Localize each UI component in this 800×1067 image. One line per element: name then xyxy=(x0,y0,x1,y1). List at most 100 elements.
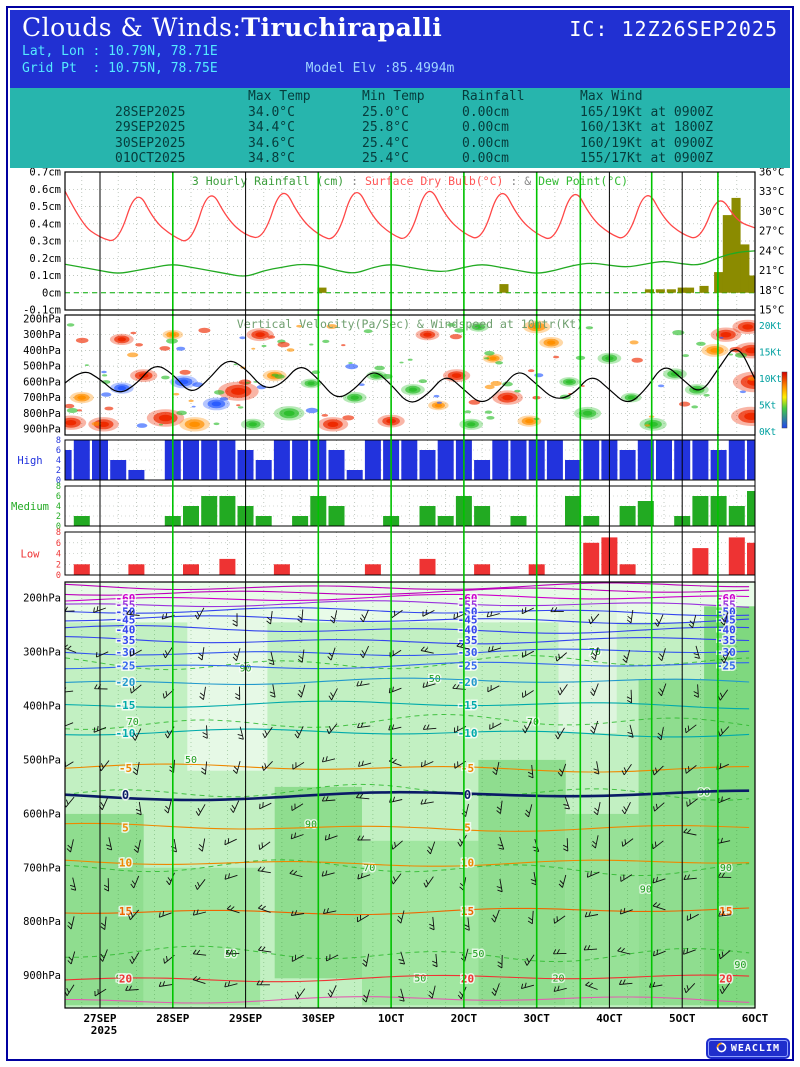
svg-text:0.1cm: 0.1cm xyxy=(29,270,61,282)
cell-max-wind: 155/17Kt at 0900Z xyxy=(580,151,714,167)
cell-rainfall: 0.00cm xyxy=(462,151,509,167)
svg-text:200hPa: 200hPa xyxy=(23,314,61,326)
svg-text:6OCT: 6OCT xyxy=(742,1012,769,1025)
cloud-layer-label: Low xyxy=(21,549,41,561)
svg-text:-50: -50 xyxy=(458,606,478,619)
svg-text:-5: -5 xyxy=(119,762,132,775)
isotherm-10 xyxy=(65,859,750,867)
svg-text:200hPa: 200hPa xyxy=(23,593,61,605)
cell-rainfall: 0.00cm xyxy=(462,104,509,120)
svg-text:0: 0 xyxy=(56,571,61,581)
grid-point-row: Grid Pt : 10.75N, 78.75E Model Elv :85.49… xyxy=(22,61,778,76)
svg-text:28SEP: 28SEP xyxy=(156,1012,189,1025)
svg-text:-45: -45 xyxy=(458,614,478,627)
svg-text:-25: -25 xyxy=(716,660,736,673)
cell-max-temp: 34.6°C xyxy=(248,135,295,151)
svg-text:900hPa: 900hPa xyxy=(23,970,61,982)
title-prefix: Clouds & Winds: xyxy=(22,13,242,42)
svg-text:-50: -50 xyxy=(716,606,736,619)
forecast-row: 29SEP2025 34.4°C 25.8°C 0.00cm 160/13Kt … xyxy=(10,120,790,136)
svg-text:90: 90 xyxy=(640,884,652,895)
weaclim-badge[interactable]: WEACLIM xyxy=(705,1038,791,1059)
forecast-row: 01OCT2025 34.8°C 25.4°C 0.00cm 155/17Kt … xyxy=(10,151,790,167)
svg-text:-55: -55 xyxy=(116,599,136,612)
svg-text:20: 20 xyxy=(719,972,732,985)
time-reference-lines xyxy=(99,172,756,1008)
svg-text:5: 5 xyxy=(464,821,471,834)
panel-rainfall-temp: 0.7cm 0.6cm 0.5cm 0.4cm 0.3cm 0.2cm 0.1cm 0cm -0… xyxy=(23,167,784,317)
cell-max-wind: 160/13Kt at 1800Z xyxy=(580,120,714,136)
svg-text:-55: -55 xyxy=(716,599,736,612)
svg-text:0.7cm: 0.7cm xyxy=(29,167,61,179)
cell-max-wind: 160/19Kt at 0900Z xyxy=(580,135,714,151)
svg-text:-20: -20 xyxy=(458,676,478,689)
dew-point-line xyxy=(65,250,755,277)
col-date xyxy=(115,89,248,105)
svg-text:-40: -40 xyxy=(716,623,736,636)
cloud-bars xyxy=(73,537,755,575)
init-condition: IC: 12Z26SEP2025 xyxy=(569,17,778,41)
col-max-temp: Max Temp xyxy=(248,89,311,104)
cloud-layer-label: High xyxy=(17,455,42,467)
svg-text:50: 50 xyxy=(429,674,441,685)
forecast-row: 28SEP2025 34.0°C 25.0°C 0.00cm 165/19Kt … xyxy=(10,105,790,121)
svg-text:-35: -35 xyxy=(116,634,136,647)
svg-text:29SEP: 29SEP xyxy=(229,1012,262,1025)
svg-text:6: 6 xyxy=(56,539,61,549)
svg-text:-35: -35 xyxy=(716,634,736,647)
svg-text:4: 4 xyxy=(56,550,61,560)
svg-text:90: 90 xyxy=(116,973,128,984)
isotherm--50 xyxy=(65,607,750,617)
svg-text:500hPa: 500hPa xyxy=(23,754,61,766)
svg-text:0: 0 xyxy=(56,476,61,486)
svg-text:900hPa: 900hPa xyxy=(23,424,61,436)
svg-text:700hPa: 700hPa xyxy=(23,862,61,874)
isotherm-5 xyxy=(65,822,750,832)
svg-text:700hPa: 700hPa xyxy=(23,392,61,404)
cloud-bars xyxy=(65,440,755,480)
svg-text:-35: -35 xyxy=(458,634,478,647)
svg-text:30°C: 30°C xyxy=(759,206,784,218)
svg-text:8: 8 xyxy=(56,528,61,538)
isotherm--55 xyxy=(65,600,750,608)
panel1-axis-labels: 0.7cm 0.6cm 0.5cm 0.4cm 0.3cm 0.2cm 0.1cm 0cm -0… xyxy=(23,167,784,317)
svg-text:27°C: 27°C xyxy=(759,226,784,238)
isotherm--45 xyxy=(65,615,750,625)
svg-text:-20: -20 xyxy=(116,676,136,689)
svg-text:0.3cm: 0.3cm xyxy=(29,236,61,248)
svg-text:-15: -15 xyxy=(116,699,136,712)
svg-text:20Kt: 20Kt xyxy=(759,321,782,332)
title-row: Clouds & Winds:Tiruchirapalli IC: 12Z26S… xyxy=(22,13,778,43)
cell-min-temp: 25.4°C xyxy=(362,135,409,151)
svg-text:21°C: 21°C xyxy=(759,265,784,277)
windspeed-10m-line xyxy=(65,349,755,403)
svg-text:8: 8 xyxy=(56,482,61,492)
svg-text:-30: -30 xyxy=(458,646,478,659)
svg-text:4OCT: 4OCT xyxy=(596,1012,623,1025)
isotherm--40 xyxy=(65,625,750,634)
wind-barbs xyxy=(65,606,732,1003)
svg-text:-55: -55 xyxy=(458,599,478,612)
svg-text:-50: -50 xyxy=(116,606,136,619)
svg-text:2: 2 xyxy=(56,560,61,570)
svg-text:800hPa: 800hPa xyxy=(23,916,61,928)
svg-text:-45: -45 xyxy=(116,614,136,627)
isotherm-20 xyxy=(65,974,750,983)
x-axis: 27SEP 28SEP 29SEP 30SEP 1OCT 2OCT 3OCT 4OCT 5OCT… xyxy=(83,1012,768,1037)
svg-text:-60: -60 xyxy=(716,592,736,605)
col-max-wind: Max Wind xyxy=(580,89,643,104)
svg-text:90: 90 xyxy=(734,960,746,971)
green-time-lines xyxy=(172,172,719,1008)
cloud-layer-label: Medium xyxy=(11,501,49,513)
cell-min-temp: 25.4°C xyxy=(362,151,409,167)
svg-text:2: 2 xyxy=(56,512,61,522)
svg-text:4: 4 xyxy=(56,502,61,512)
svg-text:36°C: 36°C xyxy=(759,167,784,179)
svg-text:33°C: 33°C xyxy=(759,186,784,198)
svg-text:15: 15 xyxy=(119,905,132,918)
cell-max-wind: 165/19Kt at 0900Z xyxy=(580,104,714,120)
svg-text:0: 0 xyxy=(464,788,471,802)
svg-text:10Kt: 10Kt xyxy=(759,374,782,385)
